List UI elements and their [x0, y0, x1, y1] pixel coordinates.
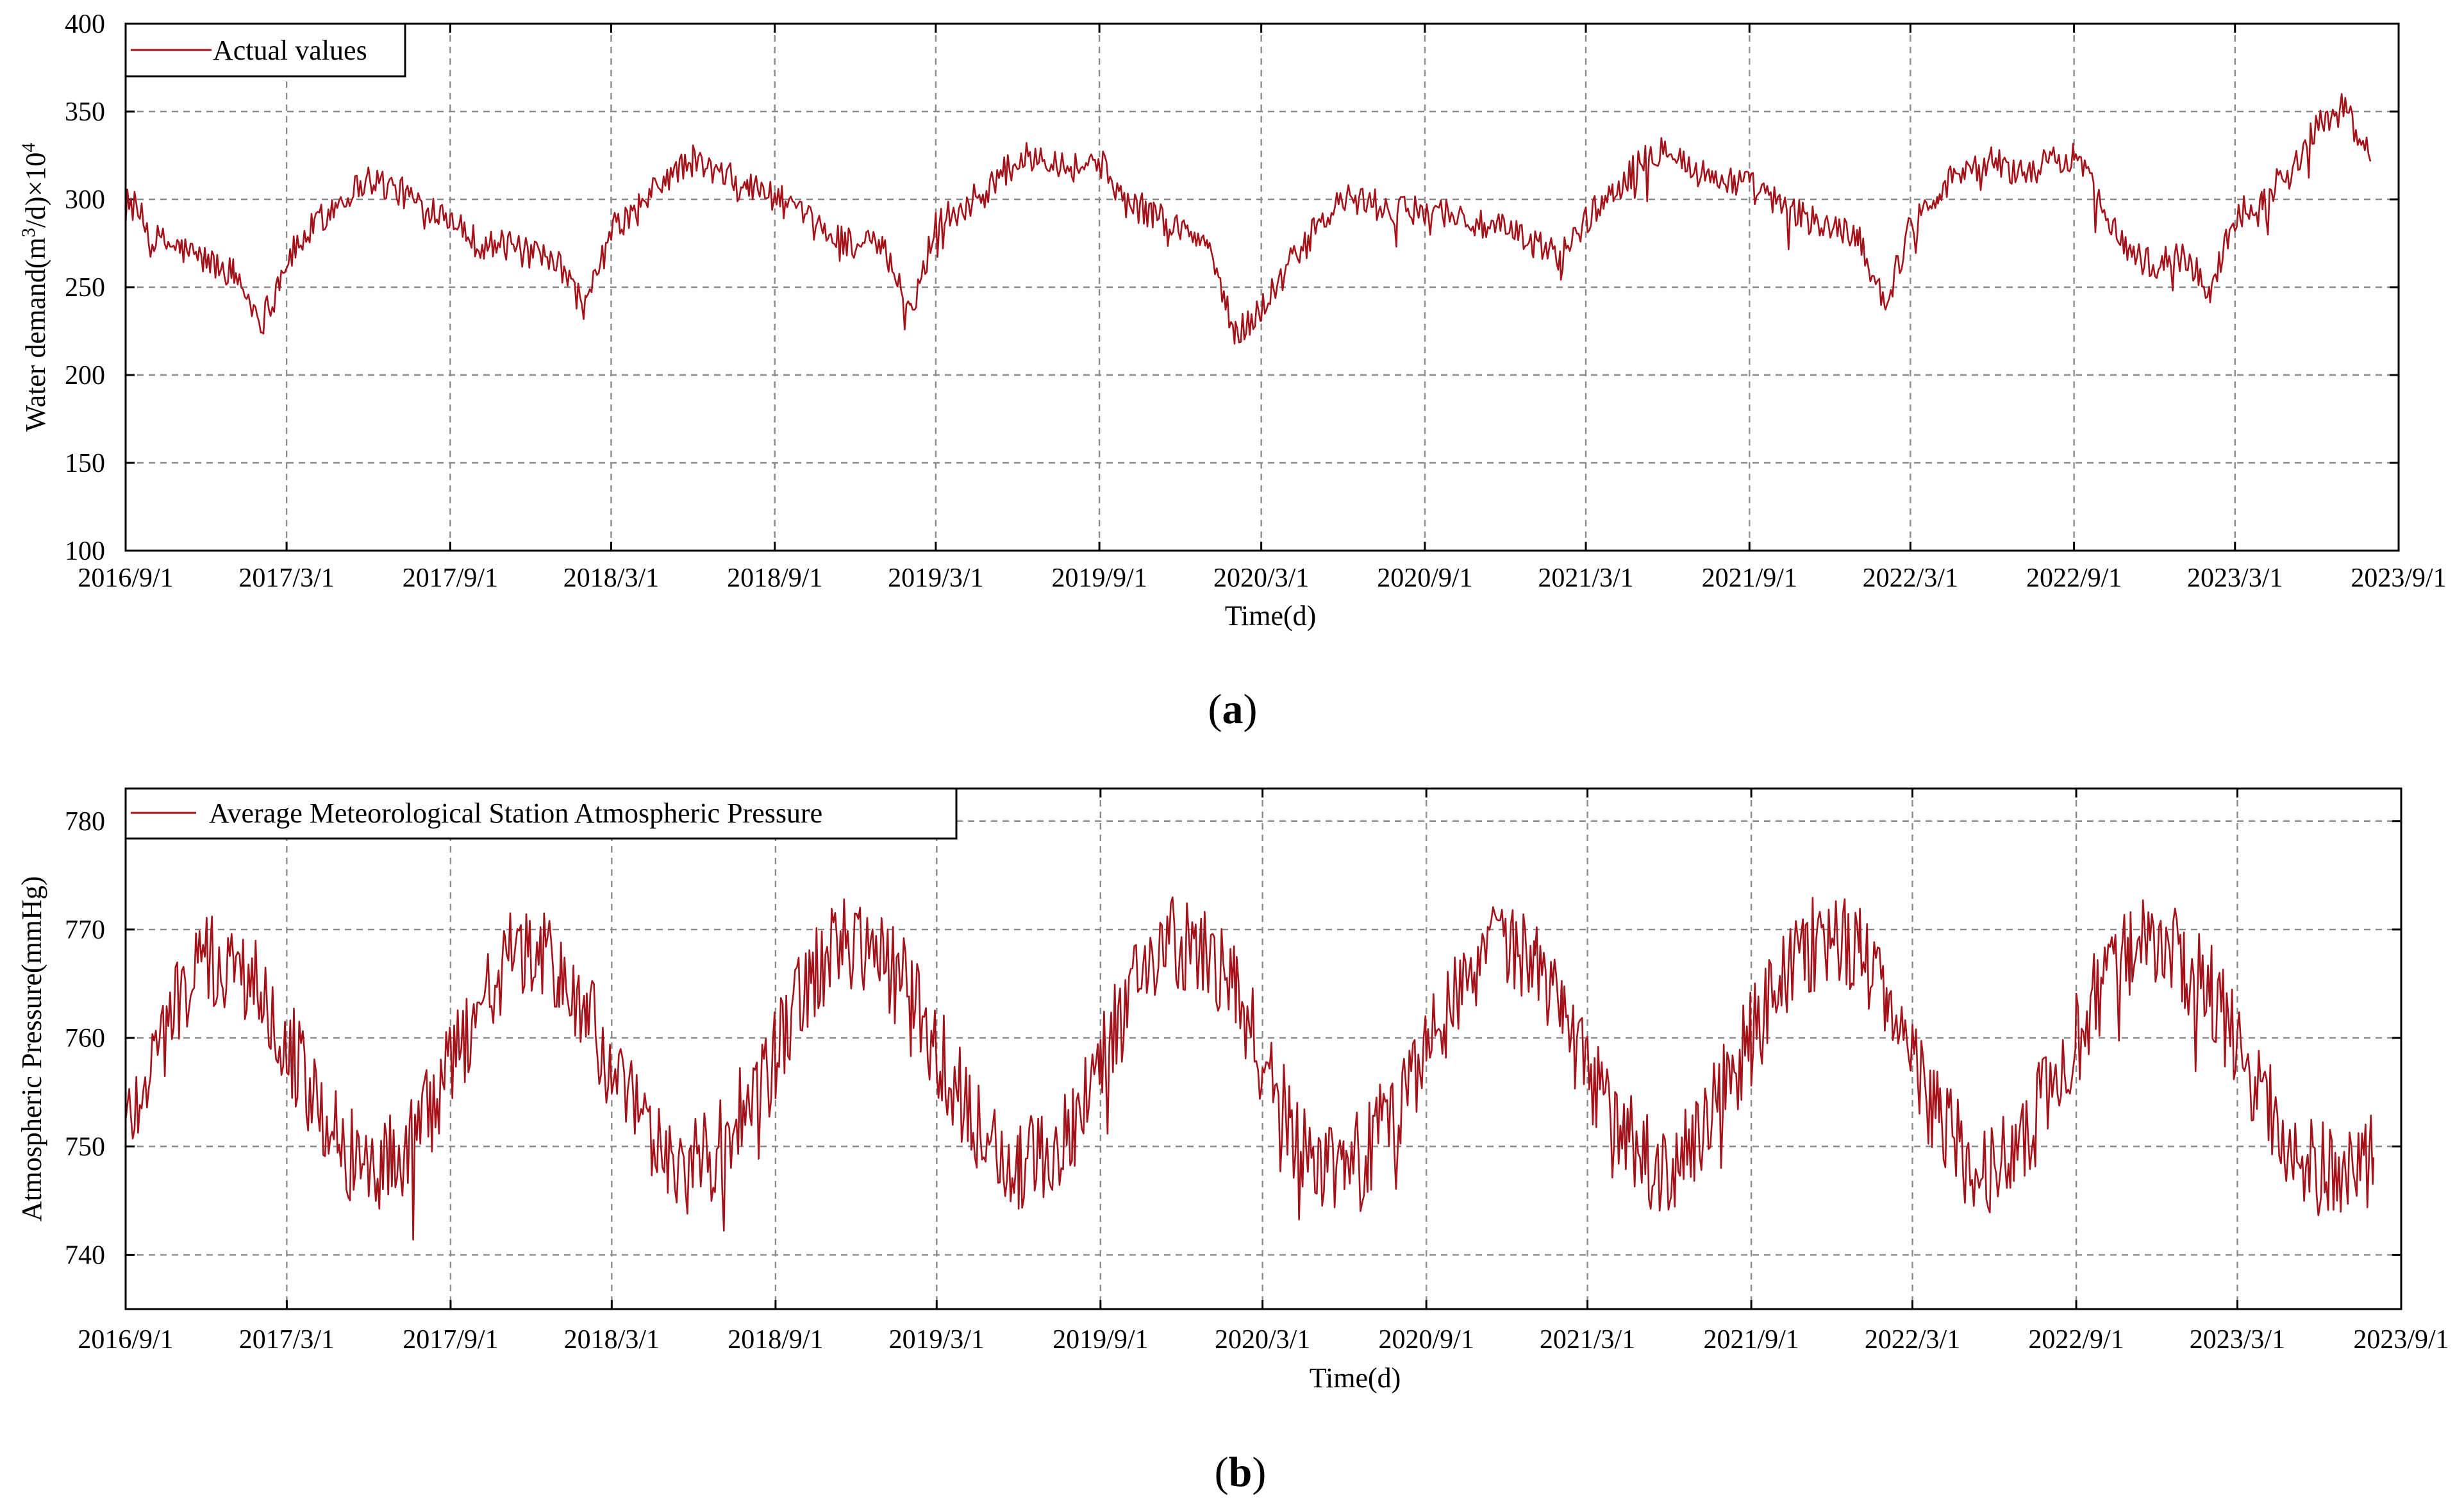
- pressure-x-tick-label: 2018/9/1: [728, 1325, 823, 1355]
- pressure-y-tick-label: 780: [65, 807, 105, 837]
- panel-label-a: (a): [1208, 686, 1258, 733]
- pressure-y-tick-label: 770: [65, 915, 105, 945]
- pressure-x-tick-label: 2019/9/1: [1053, 1325, 1148, 1355]
- water-demand-chart: 2016/9/1 2017/3/1 2017/9/1 2018/3/1 2018/9/1…: [18, 10, 2447, 733]
- water-demand-x-tick-label: 2020/9/1: [1377, 563, 1472, 593]
- water-demand-y-tick-label: 200: [65, 361, 105, 390]
- water-demand-x-tick-label: 2023/9/1: [2351, 563, 2446, 593]
- pressure-x-tick-label: 2019/3/1: [889, 1325, 985, 1355]
- pressure-x-tick-label: 2022/3/1: [1865, 1325, 1960, 1355]
- water-demand-x-tick-label: 2018/9/1: [727, 563, 822, 593]
- water-demand-y-tick-label: 350: [65, 97, 105, 127]
- water-demand-x-tick-label: 2020/3/1: [1213, 563, 1309, 593]
- pressure-y-tick-labels: 740 750 760 770 780: [65, 807, 105, 1271]
- water-demand-x-tick-labels: 2016/9/1 2017/3/1 2017/9/1 2018/3/1 2018/9/1…: [78, 563, 2446, 593]
- water-demand-x-tick-label: 2018/3/1: [563, 563, 659, 593]
- water-demand-x-tick-label: 2017/3/1: [238, 563, 334, 593]
- water-demand-x-tick-label: 2021/3/1: [1538, 563, 1633, 593]
- water-demand-y-tick-label: 100: [65, 537, 105, 566]
- water-demand-y-tick-label: 250: [65, 273, 105, 303]
- water-demand-x-tick-label: 2021/9/1: [1702, 563, 1797, 593]
- pressure-x-tick-label: 2021/9/1: [1703, 1325, 1799, 1355]
- water-demand-plot-frame: [124, 22, 2400, 552]
- water-demand-legend: Actual values: [124, 22, 406, 78]
- water-demand-y-tick-label: 300: [65, 185, 105, 215]
- water-demand-x-tick-label: 2019/3/1: [888, 563, 983, 593]
- water-demand-x-tick-label: 2023/3/1: [2187, 563, 2283, 593]
- water-demand-legend-label: Actual values: [213, 35, 367, 66]
- atmospheric-pressure-chart: 2016/9/1 2017/3/1 2017/9/1 2018/3/1 2018/9/1…: [16, 787, 2449, 1496]
- pressure-y-tick-label: 740: [65, 1240, 105, 1270]
- pressure-x-tick-label: 2022/9/1: [2028, 1325, 2124, 1355]
- water-demand-y-tick-label: 400: [65, 10, 105, 39]
- pressure-legend: Average Meteorological Station Atmospher…: [124, 787, 958, 840]
- pressure-x-tick-label: 2021/3/1: [1540, 1325, 1635, 1355]
- pressure-ticks: [124, 789, 2402, 1309]
- water-demand-y-axis-title: Water demand(m3/d)×104: [18, 143, 52, 432]
- water-demand-series-line: [124, 93, 2372, 345]
- pressure-x-tick-label: 2017/3/1: [239, 1325, 335, 1355]
- water-demand-x-tick-label: 2016/9/1: [78, 563, 173, 593]
- pressure-x-tick-label: 2017/9/1: [403, 1325, 498, 1355]
- pressure-x-tick-label: 2020/3/1: [1215, 1325, 1310, 1355]
- pressure-y-tick-label: 750: [65, 1132, 105, 1162]
- pressure-legend-label: Average Meteorological Station Atmospher…: [209, 797, 822, 829]
- pressure-legend-box: [124, 787, 958, 840]
- pressure-x-tick-label: 2018/3/1: [564, 1325, 660, 1355]
- pressure-x-axis-title: Time(d): [1310, 1362, 1401, 1394]
- pressure-x-tick-label: 2023/3/1: [2190, 1325, 2285, 1355]
- panel-label-b: (b): [1215, 1449, 1267, 1496]
- pressure-x-tick-labels: 2016/9/1 2017/3/1 2017/9/1 2018/3/1 2018/9/1…: [78, 1325, 2449, 1355]
- water-demand-y-tick-label: 150: [65, 449, 105, 478]
- pressure-x-tick-label: 2023/9/1: [2353, 1325, 2449, 1355]
- water-demand-grid: [126, 24, 2399, 551]
- pressure-series-line: [124, 896, 2375, 1240]
- water-demand-x-tick-label: 2017/9/1: [403, 563, 498, 593]
- pressure-x-tick-label: 2020/9/1: [1378, 1325, 1474, 1355]
- water-demand-x-axis-title: Time(d): [1225, 600, 1317, 631]
- pressure-y-axis-title: Atmospheric Pressure(mmHg): [16, 876, 47, 1222]
- water-demand-x-tick-label: 2019/9/1: [1051, 563, 1147, 593]
- water-demand-x-tick-label: 2022/3/1: [1863, 563, 1958, 593]
- water-demand-y-tick-labels: 100 150 200 250 300 350 400: [65, 10, 105, 566]
- water-demand-x-tick-label: 2022/9/1: [2026, 563, 2122, 593]
- pressure-plot-frame: [124, 787, 2402, 1310]
- pressure-y-tick-label: 760: [65, 1024, 105, 1053]
- pressure-grid: [126, 789, 2401, 1309]
- pressure-x-tick-label: 2016/9/1: [78, 1325, 173, 1355]
